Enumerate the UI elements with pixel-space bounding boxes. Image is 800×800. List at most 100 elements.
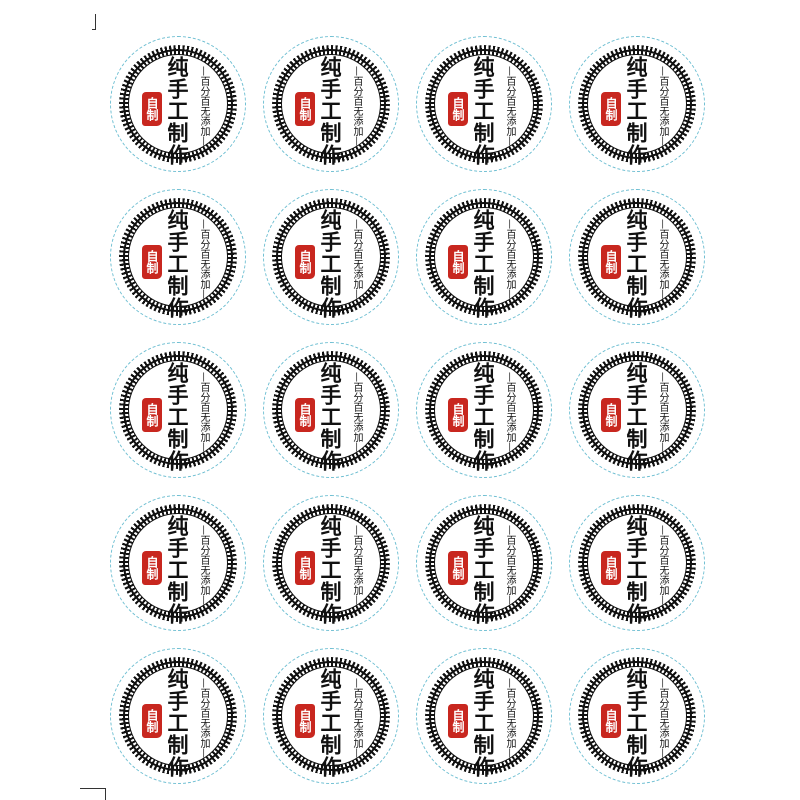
inner-ring [276, 508, 386, 618]
main-text: 纯手工制作 [318, 668, 343, 778]
round-sticker: 纯手工制作 —百分百无添加— 自制 [569, 342, 705, 478]
outer-dashed-ring [569, 36, 705, 172]
outer-dashed-ring [263, 495, 399, 631]
outer-dashed-ring [263, 36, 399, 172]
seal-stamp: 自制 [295, 551, 315, 585]
outer-dashed-ring [569, 189, 705, 325]
sub-text: —百分百无添加— [657, 66, 668, 146]
outer-dashed-ring [416, 36, 552, 172]
main-text: 纯手工制作 [165, 362, 190, 472]
sub-text: —百分百无添加— [198, 525, 209, 605]
sub-text: —百分百无添加— [351, 219, 362, 299]
crop-mark-bottom-left [80, 788, 105, 789]
main-text: 纯手工制作 [471, 209, 496, 319]
main-text: 纯手工制作 [624, 362, 649, 472]
inner-ring [276, 661, 386, 771]
main-text: 纯手工制作 [318, 56, 343, 166]
seal-stamp: 自制 [448, 704, 468, 738]
inner-ring [123, 202, 233, 312]
main-text: 纯手工制作 [318, 515, 343, 625]
outer-dashed-ring [110, 648, 246, 784]
main-text: 纯手工制作 [471, 56, 496, 166]
main-text: 纯手工制作 [165, 515, 190, 625]
crop-mark-top-left [95, 14, 96, 30]
seal-stamp: 自制 [601, 551, 621, 585]
main-text: 纯手工制作 [165, 209, 190, 319]
outer-dashed-ring [416, 189, 552, 325]
inner-ring [429, 202, 539, 312]
inner-ring [429, 661, 539, 771]
main-text: 纯手工制作 [624, 515, 649, 625]
round-sticker: 纯手工制作 —百分百无添加— 自制 [263, 342, 399, 478]
main-text: 纯手工制作 [471, 515, 496, 625]
sticker-grid: 纯手工制作 —百分百无添加— 自制 纯手工制作 —百分百无添加— 自制 纯手工制作 —百分百无… [110, 36, 705, 784]
seal-stamp: 自制 [295, 704, 315, 738]
inner-ring [429, 355, 539, 465]
crop-mark-top-left-h [92, 29, 96, 30]
outer-dashed-ring [263, 342, 399, 478]
seal-stamp: 自制 [295, 398, 315, 432]
seal-stamp: 自制 [448, 551, 468, 585]
sub-text: —百分百无添加— [504, 678, 515, 758]
seal-stamp: 自制 [295, 92, 315, 126]
round-sticker: 纯手工制作 —百分百无添加— 自制 [416, 495, 552, 631]
outer-dashed-ring [416, 342, 552, 478]
sub-text: —百分百无添加— [657, 525, 668, 605]
sub-text: —百分百无添加— [351, 372, 362, 452]
sub-text: —百分百无添加— [657, 372, 668, 452]
outer-dashed-ring [110, 342, 246, 478]
inner-ring [123, 49, 233, 159]
main-text: 纯手工制作 [471, 668, 496, 778]
round-sticker: 纯手工制作 —百分百无添加— 自制 [263, 495, 399, 631]
seal-stamp: 自制 [295, 245, 315, 279]
main-text: 纯手工制作 [318, 209, 343, 319]
seal-stamp: 自制 [601, 92, 621, 126]
inner-ring [123, 508, 233, 618]
round-sticker: 纯手工制作 —百分百无添加— 自制 [110, 342, 246, 478]
main-text: 纯手工制作 [471, 362, 496, 472]
outer-dashed-ring [569, 342, 705, 478]
round-sticker: 纯手工制作 —百分百无添加— 自制 [416, 342, 552, 478]
sub-text: —百分百无添加— [657, 219, 668, 299]
seal-stamp: 自制 [142, 398, 162, 432]
inner-ring [276, 49, 386, 159]
outer-dashed-ring [263, 189, 399, 325]
round-sticker: 纯手工制作 —百分百无添加— 自制 [569, 36, 705, 172]
outer-dashed-ring [110, 189, 246, 325]
seal-stamp: 自制 [601, 704, 621, 738]
inner-ring [123, 355, 233, 465]
inner-ring [582, 49, 692, 159]
inner-ring [582, 508, 692, 618]
inner-ring [276, 355, 386, 465]
main-text: 纯手工制作 [624, 209, 649, 319]
round-sticker: 纯手工制作 —百分百无添加— 自制 [569, 648, 705, 784]
sub-text: —百分百无添加— [198, 66, 209, 146]
outer-dashed-ring [569, 648, 705, 784]
round-sticker: 纯手工制作 —百分百无添加— 自制 [263, 36, 399, 172]
main-text: 纯手工制作 [165, 668, 190, 778]
outer-dashed-ring [416, 495, 552, 631]
round-sticker: 纯手工制作 —百分百无添加— 自制 [569, 189, 705, 325]
seal-stamp: 自制 [142, 92, 162, 126]
inner-ring [582, 355, 692, 465]
sub-text: —百分百无添加— [351, 525, 362, 605]
seal-stamp: 自制 [142, 245, 162, 279]
seal-stamp: 自制 [142, 704, 162, 738]
outer-dashed-ring [110, 36, 246, 172]
round-sticker: 纯手工制作 —百分百无添加— 自制 [110, 648, 246, 784]
sub-text: —百分百无添加— [504, 525, 515, 605]
seal-stamp: 自制 [142, 551, 162, 585]
sub-text: —百分百无添加— [198, 372, 209, 452]
round-sticker: 纯手工制作 —百分百无添加— 自制 [416, 189, 552, 325]
outer-dashed-ring [569, 495, 705, 631]
seal-stamp: 自制 [601, 398, 621, 432]
inner-ring [276, 202, 386, 312]
outer-dashed-ring [263, 648, 399, 784]
round-sticker: 纯手工制作 —百分百无添加— 自制 [110, 36, 246, 172]
round-sticker: 纯手工制作 —百分百无添加— 自制 [110, 189, 246, 325]
main-text: 纯手工制作 [318, 362, 343, 472]
round-sticker: 纯手工制作 —百分百无添加— 自制 [263, 189, 399, 325]
sub-text: —百分百无添加— [351, 678, 362, 758]
sub-text: —百分百无添加— [504, 219, 515, 299]
inner-ring [582, 661, 692, 771]
